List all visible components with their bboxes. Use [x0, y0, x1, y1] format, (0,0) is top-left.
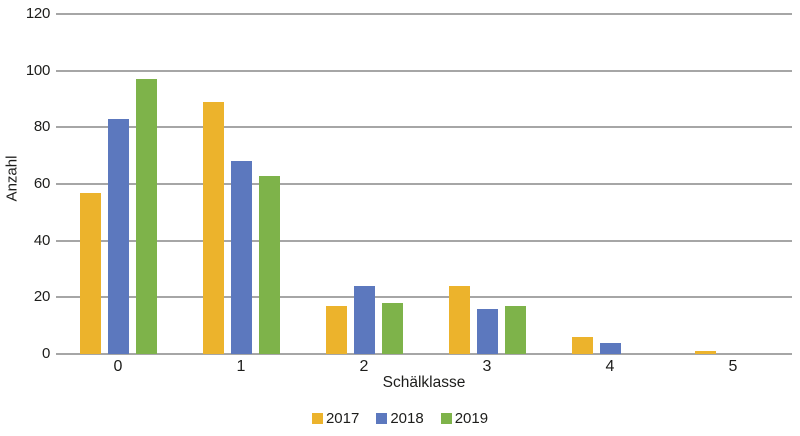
x-tick-label: 3 [482, 358, 492, 375]
bar-2018-category-0 [107, 118, 129, 354]
x-tick-label: 1 [236, 358, 246, 375]
bar-2017-category-1 [202, 101, 224, 354]
y-tick-label: 0 [41, 345, 50, 362]
bar-2019-category-3 [504, 305, 526, 354]
gridline [56, 353, 792, 355]
x-tick-label: 4 [605, 358, 615, 375]
bar-2017-category-4 [571, 337, 593, 354]
legend-label-2018: 2018 [390, 409, 424, 427]
y-tick-label: 40 [33, 231, 50, 249]
legend-swatch-2017 [311, 412, 323, 424]
legend-item-2018: 2018 [376, 409, 424, 427]
bar-2017-category-5 [694, 351, 716, 354]
legend-swatch-2018 [376, 412, 388, 424]
y-tick-label: 60 [33, 175, 50, 192]
plot-area [56, 13, 792, 355]
bar-2019-category-2 [381, 303, 403, 354]
x-axis-title: Schälklasse [382, 374, 466, 391]
y-tick-label: 100 [25, 61, 50, 79]
legend-item-2019: 2019 [440, 409, 489, 427]
legend-label-2017: 2017 [325, 409, 360, 427]
y-tick-label: 80 [33, 118, 50, 136]
bar-2018-category-3 [476, 308, 498, 354]
gridline [56, 69, 792, 72]
bar-2019-category-0 [135, 79, 157, 354]
y-tick-label: 20 [33, 288, 50, 306]
gridline [56, 296, 792, 299]
x-tick-label: 5 [728, 358, 738, 375]
legend-item-2017: 2017 [311, 409, 360, 427]
gridline [56, 126, 792, 129]
bar-2019-category-1 [258, 175, 280, 354]
x-tick-label: 0 [113, 358, 123, 375]
legend-swatch-2019 [440, 412, 452, 424]
legend-label-2019: 2019 [454, 409, 489, 427]
bar-2018-category-4 [599, 342, 621, 354]
bar-2018-category-1 [230, 161, 252, 354]
gridline [56, 239, 792, 242]
bar-2018-category-2 [353, 286, 375, 354]
bar-2017-category-2 [325, 305, 347, 354]
x-tick-label: 2 [359, 358, 369, 375]
bar-2017-category-0 [79, 192, 101, 354]
y-tick-label: 120 [25, 5, 50, 22]
gridline [56, 183, 792, 185]
bar-2017-category-3 [448, 286, 470, 354]
gridline [56, 13, 792, 15]
legend: 2017 2018 2019 [0, 406, 800, 430]
